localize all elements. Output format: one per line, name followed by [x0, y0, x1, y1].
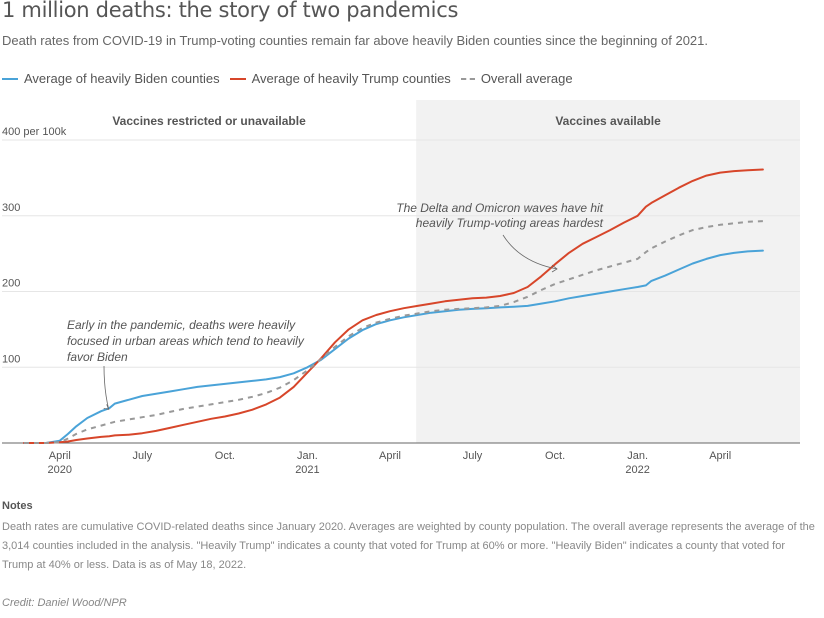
x-tick-sublabel: 2021 — [295, 464, 319, 476]
region-label: Vaccines available — [555, 114, 661, 128]
x-tick-label: Oct. — [545, 450, 565, 462]
x-tick-label: July — [463, 450, 483, 462]
x-tick-label: April — [379, 450, 401, 462]
y-tick-label: 100 — [2, 353, 20, 365]
y-tick-label: 300 — [2, 202, 20, 214]
annotation-arrowhead-early — [103, 404, 110, 410]
y-tick-label: 200 — [2, 278, 20, 290]
series-layer — [23, 168, 764, 444]
x-axis-layer: April 2020 July Oct. Jan. 2021 April July Oct. Ja… — [2, 442, 800, 476]
gridline-layer — [2, 139, 800, 368]
x-tick-sublabel: 2020 — [48, 464, 72, 476]
annotation-delta-line: The Delta and Omicron waves have hit — [396, 201, 603, 215]
y-tick-label: 400 per 100k — [2, 126, 67, 138]
shaded-region-vaccines-available — [416, 100, 800, 443]
notes-body: Death rates are cumulative COVID-related… — [2, 521, 815, 571]
legend-swatch-overall — [460, 77, 475, 80]
legend-item-biden: Average of heavily Biden counties — [2, 71, 220, 86]
legend-item-trump: Average of heavily Trump counties — [229, 71, 451, 86]
legend-swatch-biden — [2, 77, 18, 80]
annotation-early-line: Early in the pandemic, deaths were heavi… — [67, 318, 296, 332]
x-tick-sublabel: 2022 — [625, 464, 649, 476]
series-line-biden — [23, 249, 764, 444]
annotation-layer: Early in the pandemic, deaths were heavi… — [67, 201, 604, 410]
legend-label-overall: Overall average — [480, 71, 573, 86]
annotation-arrow-early — [103, 365, 110, 410]
chart-subtitle: Death rates from COVID-19 in Trump-votin… — [2, 33, 708, 48]
legend-item-overall: Overall average — [460, 71, 573, 86]
annotation-delta-line: heavily Trump-voting areas hardest — [416, 216, 604, 230]
chart-area: Vaccines restricted or unavailable Vaccin… — [2, 100, 800, 476]
x-tick-label: Oct. — [215, 450, 235, 462]
notes-title: Notes — [2, 500, 33, 512]
chart-title: 1 million deaths: the story of two pande… — [2, 0, 459, 22]
legend: Average of heavily Biden counties Averag… — [2, 71, 583, 86]
x-tick-label: Jan. — [297, 450, 318, 462]
annotation-early-line: favor Biden — [67, 350, 128, 364]
legend-label-trump: Average of heavily Trump counties — [251, 71, 451, 86]
annotation-early-line: focused in urban areas which tend to hea… — [67, 334, 305, 348]
series-line-overall — [24, 220, 763, 444]
x-tick-label: April — [49, 450, 71, 462]
x-tick-label: July — [133, 450, 153, 462]
annotation-arrowhead-delta — [551, 264, 558, 273]
region-label: Vaccines restricted or unavailable — [112, 114, 306, 128]
series-line-trump — [23, 168, 764, 444]
x-tick-label: April — [709, 450, 731, 462]
legend-label-biden: Average of heavily Biden counties — [24, 71, 220, 86]
y-tick-layer: 100 200 300 400 per 100k — [2, 126, 67, 365]
credit: Credit: Daniel Wood/NPR — [2, 597, 127, 609]
x-tick-label: Jan. — [627, 450, 648, 462]
legend-swatch-trump — [229, 77, 246, 80]
region-layer: Vaccines restricted or unavailable Vaccin… — [112, 100, 800, 443]
annotation-arrow-delta — [502, 234, 558, 270]
